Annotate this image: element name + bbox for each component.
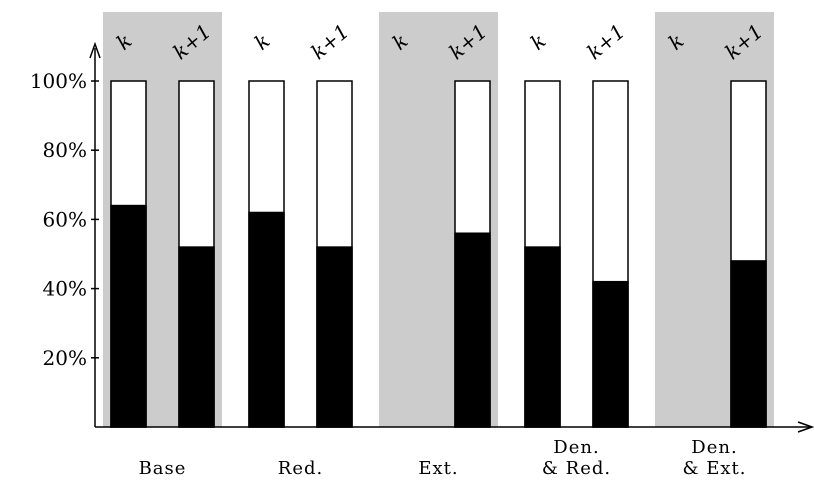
y-tick-label-1: 40% <box>43 277 87 301</box>
bar-fill-1-1 <box>316 246 353 428</box>
bar-fill-3-1 <box>592 280 629 428</box>
axes-layer <box>89 41 814 433</box>
bar-fill-3-0 <box>524 246 561 428</box>
y-axis-arrow <box>89 41 101 59</box>
bar-fill-4-1 <box>730 260 767 428</box>
bar-label-1-0: k <box>250 29 275 55</box>
category-label-4-0: Den. <box>691 437 737 458</box>
bar-fill-2-1 <box>454 232 491 428</box>
bar-fill-1-0 <box>248 211 285 428</box>
bar-label-3-0: k <box>526 29 551 55</box>
x-axis-arrow <box>797 421 814 433</box>
bars-layer <box>110 80 767 428</box>
bar-label-1-1: k+1 <box>306 19 353 64</box>
y-tick-label-3: 80% <box>43 138 87 162</box>
category-label-1-0: Red. <box>278 458 323 479</box>
bar-fill-0-0 <box>110 204 147 428</box>
bar-label-3-1: k+1 <box>582 19 629 64</box>
category-label-2-0: Ext. <box>418 458 458 479</box>
bar-fill-0-1 <box>178 246 215 428</box>
y-tick-label-0: 20% <box>43 346 87 370</box>
category-label-3-0: Den. <box>553 437 599 458</box>
y-tick-label-4: 100% <box>30 69 87 93</box>
category-label-3-1: & Red. <box>542 458 611 479</box>
category-label-4-1: & Ext. <box>683 458 747 479</box>
y-tick-label-2: 60% <box>43 207 87 231</box>
category-label-0-0: Base <box>139 458 187 479</box>
